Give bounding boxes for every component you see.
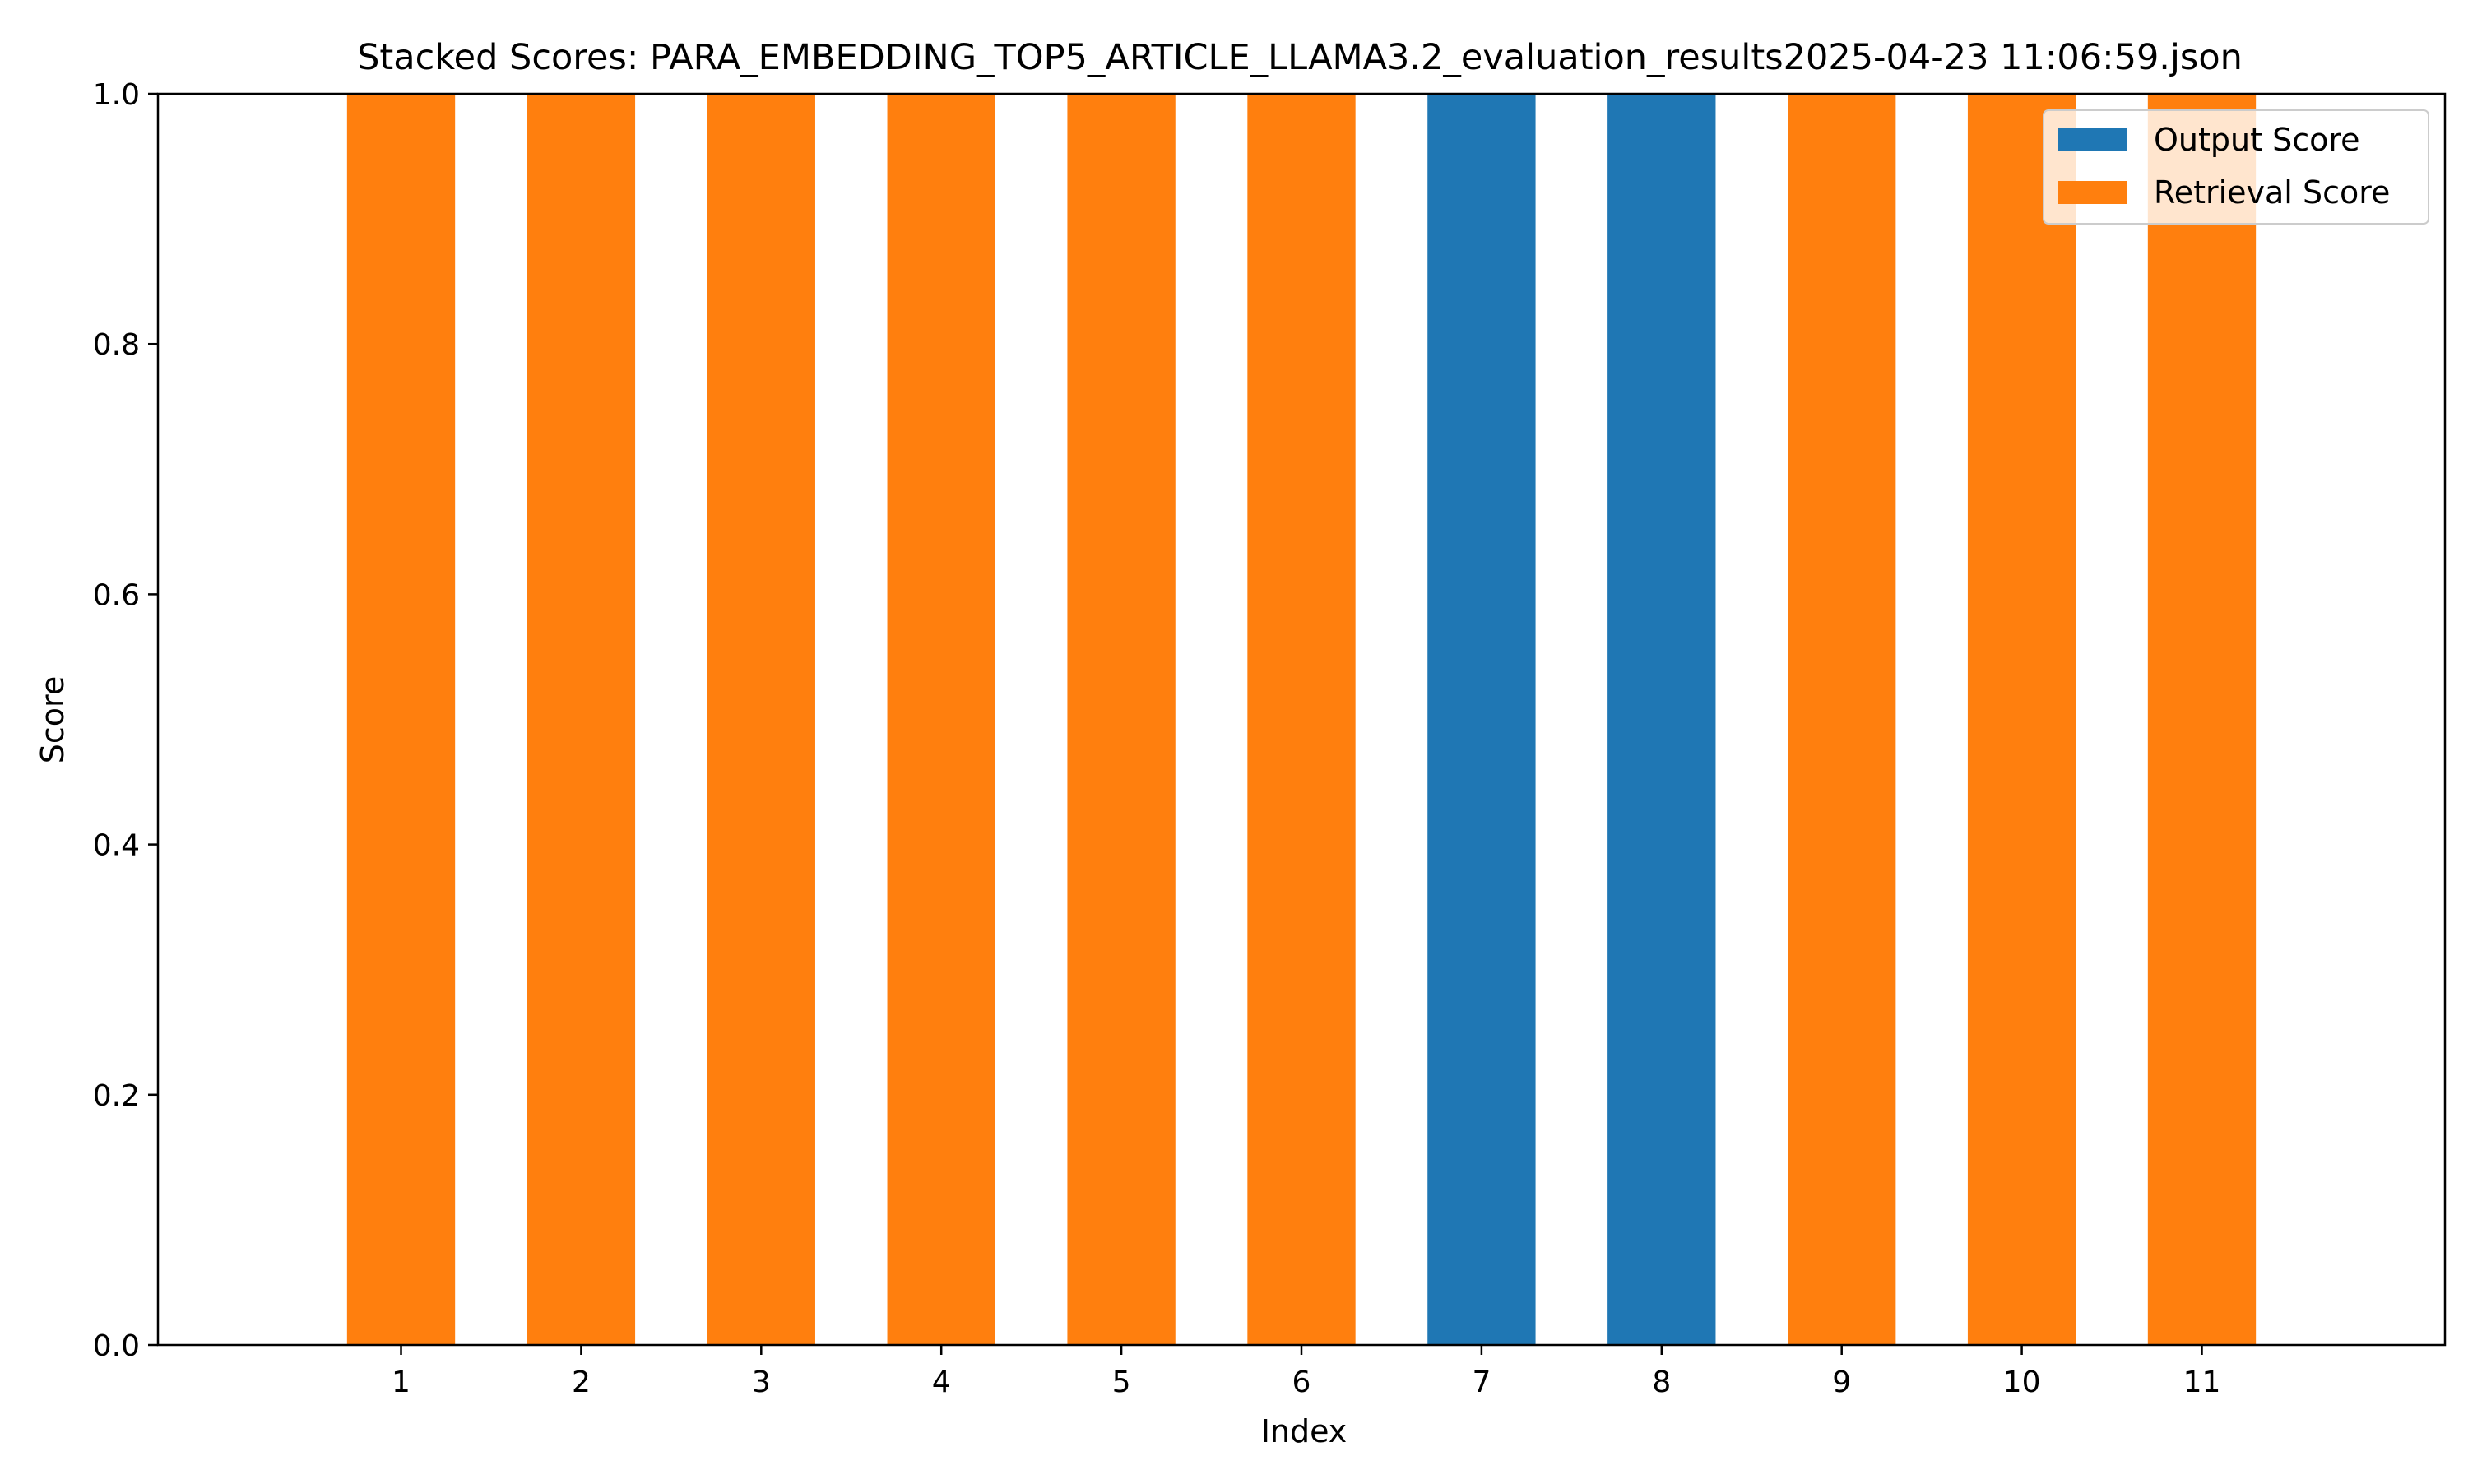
bar-retrieval-score-3 [707, 94, 815, 1345]
x-tick-label: 8 [1652, 1366, 1671, 1399]
x-tick-label: 7 [1472, 1366, 1491, 1399]
y-tick-label: 0.2 [93, 1079, 140, 1113]
bar-output-score-7 [1427, 94, 1536, 1345]
x-tick-label: 9 [1832, 1366, 1851, 1399]
y-tick-label: 0.6 [93, 578, 140, 612]
bar-retrieval-score-1 [346, 94, 456, 1345]
bar-retrieval-score-4 [887, 94, 995, 1345]
x-tick-label: 5 [1112, 1366, 1131, 1399]
y-tick-label: 0.8 [93, 328, 140, 362]
x-tick-label: 11 [2183, 1366, 2221, 1399]
y-tick-label: 1.0 [93, 78, 140, 112]
legend-label-retrieval-score: Retrieval Score [2154, 174, 2390, 211]
legend: Output Score Retrieval Score [2043, 109, 2429, 225]
legend-label-output-score: Output Score [2154, 122, 2360, 158]
x-tick-label: 10 [2003, 1366, 2041, 1399]
bar-retrieval-score-2 [527, 94, 636, 1345]
legend-box [2043, 109, 2429, 225]
bar-retrieval-score-9 [1788, 94, 1896, 1345]
legend-swatch-output-score [2058, 128, 2127, 151]
bar-output-score-8 [1607, 94, 1716, 1345]
x-tick-label: 3 [752, 1366, 771, 1399]
bar-retrieval-score-6 [1247, 94, 1356, 1345]
bars-layer [346, 94, 2257, 1345]
x-tick-label: 2 [572, 1366, 591, 1399]
x-tick-label: 6 [1292, 1366, 1311, 1399]
bar-retrieval-score-11 [2147, 94, 2257, 1345]
x-axis-label: Index [1261, 1413, 1348, 1449]
y-tick-label: 0.4 [93, 829, 140, 863]
x-tick-label: 1 [392, 1366, 411, 1399]
y-tick-label: 0.0 [93, 1329, 140, 1363]
bar-retrieval-score-5 [1067, 94, 1176, 1345]
x-tick-label: 4 [932, 1366, 951, 1399]
legend-swatch-retrieval-score [2058, 181, 2127, 204]
y-axis-label: Score [35, 676, 71, 763]
chart-title: Stacked Scores: PARA_EMBEDDING_TOP5_ARTI… [357, 37, 2243, 78]
bar-retrieval-score-10 [1967, 94, 2076, 1345]
axes-layer: 0.0 0.2 0.4 0.6 0.8 1.0 1 2 3 4 5 6 7 8 9 10 11 [93, 78, 2447, 1399]
